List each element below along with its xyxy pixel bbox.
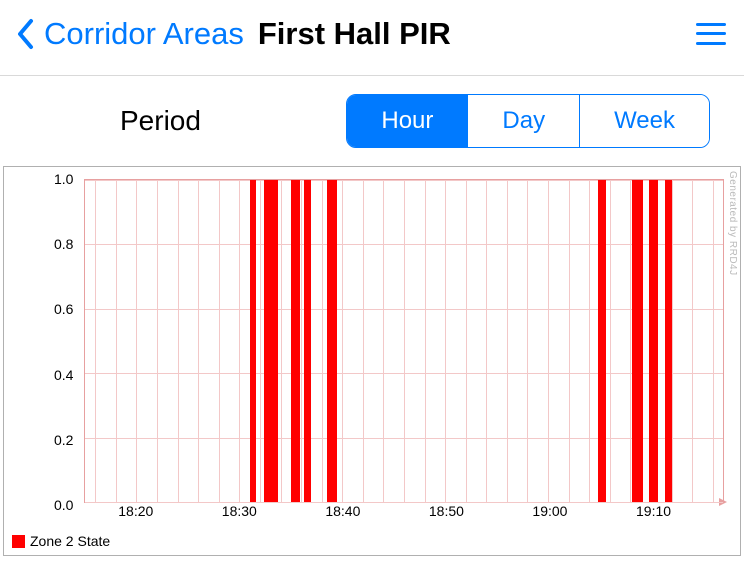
gridline-v [548, 180, 549, 502]
gridline-v [589, 180, 590, 502]
gridline-v [527, 180, 528, 502]
gridline-v [383, 180, 384, 502]
gridline-v [157, 180, 158, 502]
gridline-v [301, 180, 302, 502]
data-bar [665, 180, 671, 502]
gridline-v [425, 180, 426, 502]
gridline-v [95, 180, 96, 502]
x-tick-label: 18:30 [222, 503, 257, 519]
data-bar [649, 180, 658, 502]
gridline-v [692, 180, 693, 502]
gridline-v [672, 180, 673, 502]
gridline-v [136, 180, 137, 502]
gridline-v [239, 180, 240, 502]
chart-plot-area [84, 179, 724, 503]
segment-week[interactable]: Week [579, 95, 709, 147]
period-controls: Period HourDayWeek [0, 76, 744, 166]
gridline-v [198, 180, 199, 502]
y-tick-label: 0.4 [54, 367, 73, 383]
segment-day[interactable]: Day [467, 95, 579, 147]
gridline-v [569, 180, 570, 502]
gridline-v [713, 180, 714, 502]
data-bar [291, 180, 300, 502]
gridline-v [281, 180, 282, 502]
x-tick-label: 18:50 [429, 503, 464, 519]
chart-container: Generated by RRD4J 0.0 0.2 0.4 0.6 0.8 1.0 18… [3, 166, 741, 556]
y-tick-label: 0.6 [54, 301, 73, 317]
gridline-v [404, 180, 405, 502]
gridline-v [363, 180, 364, 502]
back-icon[interactable] [14, 17, 36, 51]
gridline-v [219, 180, 220, 502]
data-bar [327, 180, 337, 502]
y-tick-label: 0.2 [54, 432, 73, 448]
gridline-v [445, 180, 446, 502]
page-title: First Hall PIR [258, 16, 451, 52]
data-bar [304, 180, 311, 502]
gridline-v [342, 180, 343, 502]
data-bar [598, 180, 605, 502]
gridline-v [178, 180, 179, 502]
nav-bar: Corridor Areas First Hall PIR [0, 0, 744, 76]
y-tick-label: 0.8 [54, 236, 73, 252]
gridline-v [486, 180, 487, 502]
nav-left: Corridor Areas First Hall PIR [14, 16, 451, 52]
menu-icon[interactable] [696, 23, 726, 45]
x-tick-label: 18:20 [118, 503, 153, 519]
x-tick-label: 19:00 [532, 503, 567, 519]
chart-watermark: Generated by RRD4J [727, 171, 738, 276]
period-label: Period [120, 105, 201, 137]
gridline-v [260, 180, 261, 502]
gridline-v [116, 180, 117, 502]
data-bar [250, 180, 256, 502]
gridline-v [610, 180, 611, 502]
legend-label: Zone 2 State [30, 533, 110, 549]
period-segmented-control: HourDayWeek [346, 94, 710, 148]
gridline-v [466, 180, 467, 502]
gridline-v [507, 180, 508, 502]
y-tick-label: 1.0 [54, 171, 73, 187]
chart-legend: Zone 2 State [12, 533, 110, 549]
y-tick-label: 0.0 [54, 497, 73, 513]
gridline-v [322, 180, 323, 502]
data-bar [632, 180, 642, 502]
gridline-v [630, 180, 631, 502]
legend-swatch [12, 535, 25, 548]
x-tick-label: 19:10 [636, 503, 671, 519]
segment-hour[interactable]: Hour [347, 95, 467, 147]
gridline-h [85, 502, 723, 503]
data-bar [264, 180, 278, 502]
x-tick-label: 18:40 [325, 503, 360, 519]
back-label[interactable]: Corridor Areas [44, 16, 244, 52]
